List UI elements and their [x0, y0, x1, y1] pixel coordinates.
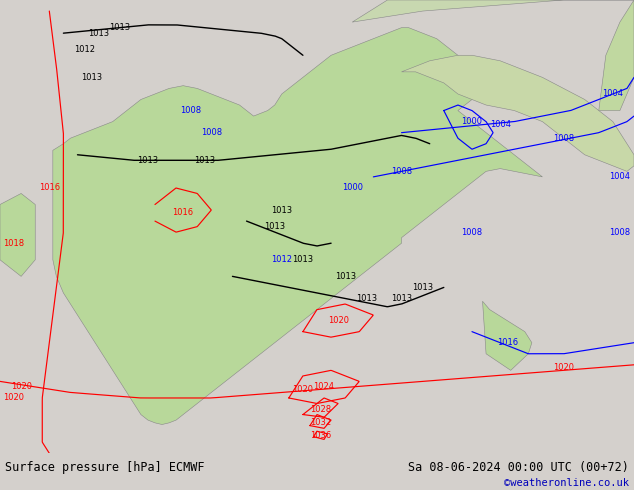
Text: 1004: 1004: [609, 172, 630, 181]
Text: 1004: 1004: [489, 120, 510, 129]
Text: 1036: 1036: [310, 431, 331, 440]
Text: 1013: 1013: [109, 23, 131, 32]
Text: 1013: 1013: [412, 283, 433, 292]
Text: 1013: 1013: [391, 294, 412, 303]
Text: 1008: 1008: [201, 128, 222, 137]
Text: 1008: 1008: [609, 228, 630, 237]
Text: 1012: 1012: [74, 45, 95, 54]
Text: 1016: 1016: [172, 208, 194, 217]
Text: 1020: 1020: [553, 363, 574, 372]
Text: Surface pressure [hPa] ECMWF: Surface pressure [hPa] ECMWF: [5, 461, 205, 474]
Text: 1008: 1008: [179, 106, 201, 115]
Text: 1020: 1020: [328, 316, 349, 325]
Text: 1013: 1013: [138, 156, 158, 165]
Text: 1024: 1024: [314, 382, 335, 392]
Text: 1008: 1008: [553, 134, 574, 143]
Text: 1013: 1013: [88, 28, 109, 38]
Polygon shape: [0, 194, 36, 276]
Text: Sa 08-06-2024 00:00 UTC (00+72): Sa 08-06-2024 00:00 UTC (00+72): [408, 461, 629, 474]
Polygon shape: [53, 27, 543, 424]
Text: 1013: 1013: [356, 294, 377, 303]
Text: 1013: 1013: [271, 205, 292, 215]
Text: 1013: 1013: [335, 272, 356, 281]
Text: 1013: 1013: [194, 156, 215, 165]
Text: 1013: 1013: [81, 73, 102, 82]
Text: ©weatheronline.co.uk: ©weatheronline.co.uk: [504, 478, 629, 488]
Text: 1013: 1013: [292, 255, 313, 264]
Polygon shape: [401, 55, 634, 172]
Text: 1020: 1020: [4, 393, 25, 402]
Polygon shape: [353, 0, 634, 22]
Polygon shape: [598, 0, 634, 111]
Text: 1008: 1008: [391, 167, 412, 176]
Text: 1013: 1013: [264, 222, 285, 231]
Text: 1012: 1012: [271, 255, 292, 264]
Text: 1018: 1018: [4, 239, 25, 248]
Text: 1004: 1004: [602, 90, 623, 98]
Text: 1032: 1032: [310, 418, 331, 427]
Text: 1016: 1016: [496, 338, 518, 347]
Text: 1020: 1020: [11, 382, 32, 392]
Text: 1000: 1000: [342, 183, 363, 193]
Text: 1028: 1028: [310, 405, 331, 414]
Text: 1016: 1016: [39, 183, 60, 193]
Polygon shape: [482, 301, 532, 370]
Text: 1020: 1020: [292, 385, 313, 394]
Text: 1000: 1000: [462, 117, 482, 126]
Text: 1008: 1008: [462, 228, 482, 237]
